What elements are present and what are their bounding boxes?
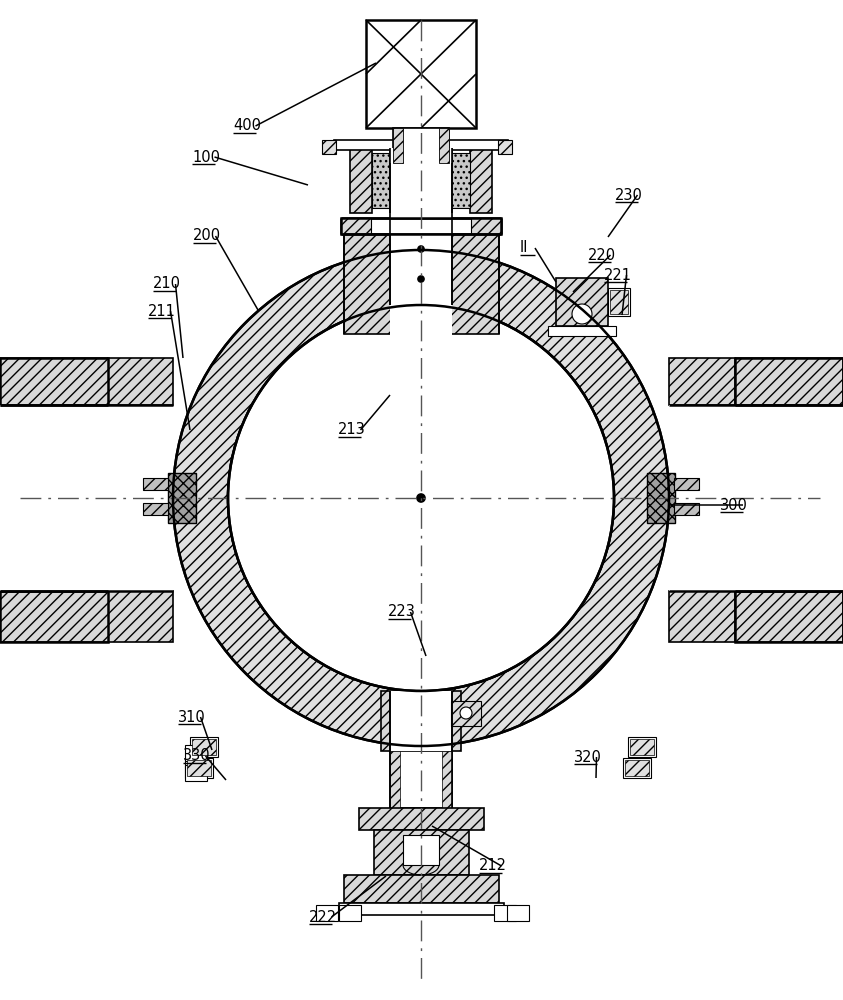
Text: 223: 223 [388,604,416,619]
Bar [442,751,452,808]
Bar [390,148,452,163]
Text: 300: 300 [720,497,748,512]
Bar [192,739,216,755]
Bar [187,760,211,776]
Bar [390,213,452,218]
Bar [442,148,452,163]
Bar [674,478,699,490]
Bar [185,745,207,761]
Bar [470,148,492,213]
Polygon shape [108,591,173,642]
Bar [339,905,361,921]
Bar [628,737,656,757]
Text: 200: 200 [193,229,221,243]
Bar [623,758,651,778]
Bar [390,148,452,213]
Bar [669,405,735,591]
Polygon shape [0,358,108,405]
Bar [390,751,452,808]
Bar [390,148,400,163]
Bar [366,20,476,128]
Polygon shape [669,358,735,405]
Circle shape [418,276,424,282]
Bar [498,140,512,154]
Bar [143,478,168,490]
Text: 212: 212 [479,858,507,874]
Bar [344,234,499,334]
Bar [143,503,168,515]
Bar [344,875,499,903]
Bar [185,758,213,778]
Bar [339,903,504,915]
Bar [507,905,529,921]
Polygon shape [735,591,843,642]
Bar [735,405,843,591]
Text: 310: 310 [178,710,206,724]
Text: 213: 213 [338,422,366,438]
Bar [341,218,371,234]
Bar [451,701,481,726]
Bar [322,140,336,154]
Bar [647,473,675,523]
Bar [168,473,196,523]
Bar [359,808,484,830]
Text: 400: 400 [233,118,261,133]
Bar [334,140,508,150]
Bar [108,405,173,591]
Polygon shape [735,358,843,405]
Polygon shape [669,591,735,642]
Text: 211: 211 [148,304,176,318]
Bar [185,765,207,781]
Bar [674,503,699,515]
Circle shape [228,305,614,691]
Polygon shape [0,591,108,642]
Circle shape [572,304,592,324]
Bar [471,218,501,234]
Bar [390,751,400,808]
Bar [393,128,449,163]
Circle shape [417,494,425,502]
Circle shape [173,250,669,746]
Bar [610,290,628,314]
Bar [0,405,108,591]
Bar [372,153,470,208]
Text: 220: 220 [588,247,616,262]
Bar [190,737,218,757]
Bar [439,128,449,163]
Text: 222: 222 [309,910,337,924]
Bar [390,234,452,364]
Text: 100: 100 [192,149,220,164]
Bar [316,905,338,921]
Bar [381,691,461,751]
Text: 320: 320 [574,750,602,764]
Text: 221: 221 [604,267,632,282]
Bar [374,830,469,875]
Bar [341,218,501,234]
Bar [350,148,372,213]
Bar [390,691,452,751]
Text: II: II [520,240,529,255]
Circle shape [228,305,614,691]
Bar [403,835,439,865]
Bar [556,278,608,326]
Polygon shape [108,358,173,405]
Text: 210: 210 [153,276,181,292]
Bar [393,128,403,163]
Circle shape [418,246,424,252]
Bar [625,760,649,776]
Text: 230: 230 [615,188,643,202]
Bar [630,739,654,755]
Circle shape [460,707,472,719]
Text: 330: 330 [183,748,211,764]
Bar [548,326,616,336]
Bar [494,905,516,921]
Bar [608,288,630,316]
